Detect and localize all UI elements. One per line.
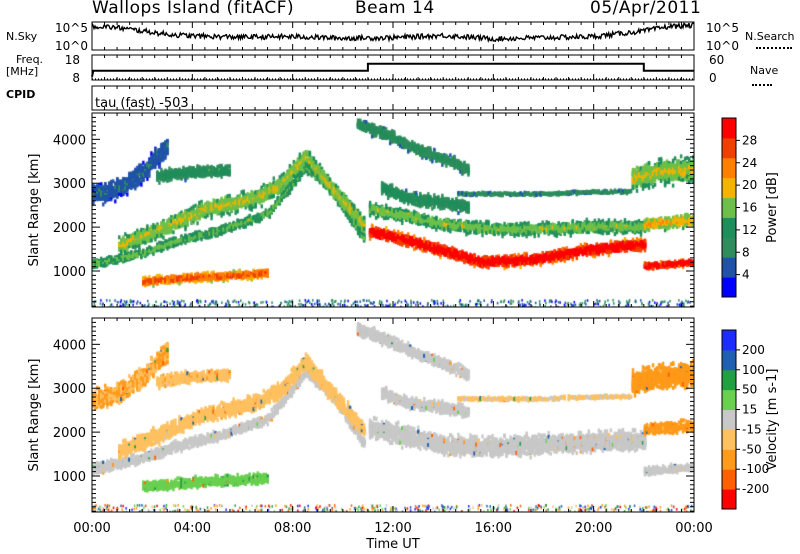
- nsky-line: [91, 21, 695, 43]
- velocity-ytick-label: 3000: [53, 382, 86, 397]
- xtick-label: 08:00: [274, 521, 311, 536]
- cpid-label: CPID: [6, 88, 36, 101]
- freq-right-tick: 60: [709, 53, 724, 67]
- power-ytick-label: 1000: [53, 265, 86, 280]
- power-ytick-label: 4000: [53, 133, 86, 148]
- velocity-colorbar-frame: [721, 329, 737, 510]
- power-colorbar-tick-label: 12: [742, 223, 757, 237]
- power-colorbar-tick-label: 20: [742, 178, 757, 192]
- cpid-annotation: tau (fast) -503: [95, 96, 189, 111]
- velocity-colorbar-swatch: [722, 409, 736, 430]
- power-colorbar-tick-label: 4: [742, 268, 750, 282]
- beam-label: Beam 14: [355, 0, 435, 18]
- velocity-colorbar-tick-label: -100: [742, 462, 769, 476]
- power-colorbar-tick-label: 24: [742, 156, 757, 170]
- velocity-colorbar-swatch: [722, 349, 736, 371]
- velocity-ytick-label: 2000: [53, 426, 86, 441]
- velocity-colorbar-swatch: [722, 330, 736, 351]
- power-colorbar-tick-label: 8: [742, 245, 750, 259]
- freq-left-tick: 8: [72, 71, 80, 85]
- xtick-label: 00:00: [675, 521, 712, 536]
- xtick-label: 16:00: [475, 521, 512, 536]
- velocity-colorbar-tick-label: -50: [742, 442, 762, 456]
- velocity-colorbar-tick-label: -200: [742, 482, 769, 496]
- velocity-colorbar-label: Velocity [m s-1]: [765, 369, 780, 471]
- xtick-label: 20:00: [575, 521, 612, 536]
- noise-right-tick: 10^0: [706, 39, 739, 53]
- power-colorbar-swatch: [722, 217, 736, 238]
- power-ylabel: Slant Range [km]: [27, 154, 42, 267]
- power-colorbar-tick-label: 28: [742, 133, 757, 147]
- power-colorbar-swatch: [722, 197, 736, 218]
- power-ytick-label: 3000: [53, 177, 86, 192]
- velocity-colorbar-swatch: [722, 369, 736, 391]
- velocity-ytick-label: 1000: [53, 470, 86, 485]
- date-label: 05/Apr/2011: [590, 0, 702, 18]
- velocity-colorbar-tick-label: -15: [742, 422, 762, 436]
- velocity-colorbar-swatch: [722, 389, 736, 411]
- power-colorbar-tick-label: 16: [742, 201, 757, 215]
- plot-title: Wallops Island (fitACF): [92, 0, 295, 18]
- velocity-ylabel: Slant Range [km]: [27, 359, 42, 472]
- freq-unit-label: [MHz]: [6, 65, 39, 78]
- power-colorbar-swatch: [722, 177, 736, 199]
- nsky-label: N.Sky: [6, 30, 38, 43]
- power-colorbar-swatch: [722, 137, 736, 159]
- xtick-label: 00:00: [73, 521, 110, 536]
- power-colorbar-swatch: [722, 237, 736, 258]
- noise-right-tick: 10^5: [706, 21, 739, 35]
- velocity-colorbar-swatch: [722, 449, 736, 470]
- nsearch-line: [756, 47, 792, 49]
- velocity-colorbar-tick-label: 200: [742, 343, 765, 357]
- velocity-colorbar-tick-label: 15: [742, 403, 757, 417]
- velocity-colorbar-tick-label: 100: [742, 363, 765, 377]
- power-colorbar-label: Power [dB]: [765, 172, 780, 243]
- noise-left-tick: 10^5: [55, 21, 88, 35]
- power-colorbar-swatch: [722, 257, 736, 278]
- nave-label: Nave: [750, 64, 779, 77]
- freq-left-tick: 18: [65, 53, 80, 67]
- power-heatmap: [92, 113, 694, 307]
- power-colorbar-swatch: [722, 118, 736, 139]
- noise-left-tick: 10^0: [55, 39, 88, 53]
- velocity-colorbar-tick-label: 50: [742, 383, 757, 397]
- velocity-colorbar-swatch: [722, 429, 736, 450]
- velocity-ytick-label: 4000: [53, 338, 86, 353]
- velocity-colorbar-swatch: [722, 489, 736, 510]
- freq-line: [91, 62, 694, 77]
- xtick-label: 04:00: [174, 521, 211, 536]
- power-colorbar-swatch: [722, 157, 736, 179]
- xtick-label: 12:00: [374, 521, 411, 536]
- freq-label: Freq.: [16, 53, 44, 66]
- xlabel: Time UT: [365, 537, 419, 552]
- nsearch-label: N.Search: [745, 30, 795, 43]
- power-colorbar-swatch: [722, 277, 736, 298]
- nave-line: [752, 84, 772, 86]
- power-ytick-label: 2000: [53, 221, 86, 236]
- freq-right-tick: 0: [709, 71, 717, 85]
- velocity-colorbar-swatch: [722, 469, 736, 490]
- velocity-heatmap: [92, 318, 694, 512]
